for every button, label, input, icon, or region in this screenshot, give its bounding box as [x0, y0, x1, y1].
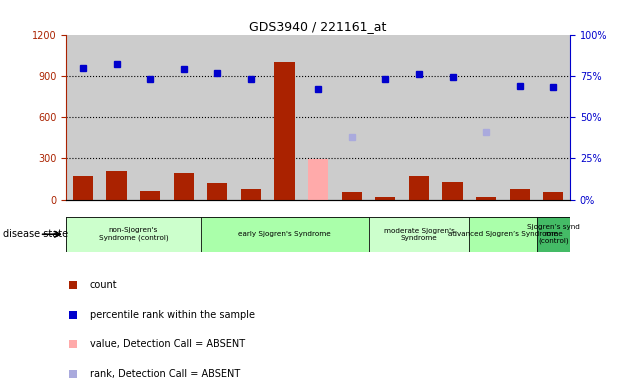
FancyBboxPatch shape — [537, 217, 570, 252]
Text: Sjogren’s synd
rome
(control): Sjogren’s synd rome (control) — [527, 224, 580, 245]
Bar — [207, 183, 227, 200]
Bar — [275, 62, 295, 200]
Text: rank, Detection Call = ABSENT: rank, Detection Call = ABSENT — [90, 369, 240, 379]
Title: GDS3940 / 221161_at: GDS3940 / 221161_at — [249, 20, 387, 33]
Bar — [200, 35, 234, 200]
Text: advanced Sjogren’s Syndrome: advanced Sjogren’s Syndrome — [448, 231, 558, 237]
Bar — [503, 35, 537, 200]
Bar — [241, 189, 261, 200]
Text: early Sjogren's Syndrome: early Sjogren's Syndrome — [238, 231, 331, 237]
Text: value, Detection Call = ABSENT: value, Detection Call = ABSENT — [90, 339, 245, 349]
Bar — [476, 197, 496, 200]
Bar — [167, 35, 200, 200]
Bar — [442, 182, 462, 200]
FancyBboxPatch shape — [66, 217, 200, 252]
Text: count: count — [90, 280, 118, 290]
Bar — [341, 192, 362, 200]
Text: moderate Sjogren's
Syndrome: moderate Sjogren's Syndrome — [384, 228, 454, 241]
Text: percentile rank within the sample: percentile rank within the sample — [90, 310, 255, 320]
Text: disease state: disease state — [3, 229, 68, 239]
Bar — [140, 191, 160, 200]
Bar — [402, 35, 436, 200]
Bar — [335, 35, 369, 200]
Bar — [308, 159, 328, 200]
FancyBboxPatch shape — [200, 217, 369, 252]
Bar — [301, 35, 335, 200]
Bar — [234, 35, 268, 200]
FancyBboxPatch shape — [369, 217, 469, 252]
Bar — [510, 189, 530, 200]
Bar — [543, 192, 563, 200]
Bar — [369, 35, 402, 200]
Bar — [174, 173, 194, 200]
Bar — [375, 197, 396, 200]
Bar — [537, 35, 570, 200]
Bar — [409, 176, 429, 200]
Bar — [100, 35, 134, 200]
Bar — [436, 35, 469, 200]
Text: non-Sjogren's
Syndrome (control): non-Sjogren's Syndrome (control) — [98, 227, 168, 241]
Bar — [469, 35, 503, 200]
Bar — [73, 176, 93, 200]
Bar — [268, 35, 301, 200]
FancyBboxPatch shape — [66, 217, 570, 252]
FancyBboxPatch shape — [469, 217, 537, 252]
Bar — [106, 171, 127, 200]
Bar — [66, 35, 100, 200]
Bar — [134, 35, 167, 200]
